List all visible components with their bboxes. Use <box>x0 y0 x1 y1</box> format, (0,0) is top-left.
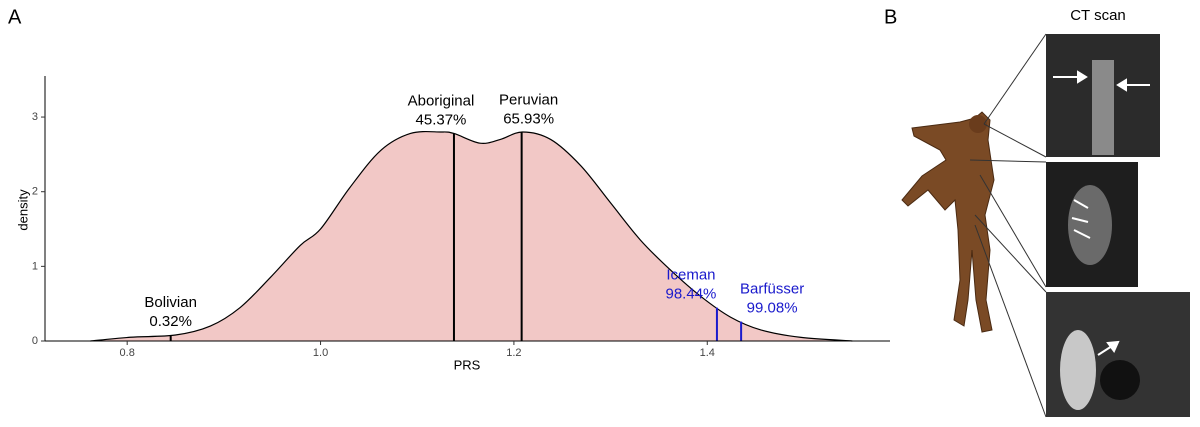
marker-name: Aboriginal <box>408 92 475 109</box>
marker-name: Bolivian <box>144 294 197 311</box>
marker-percentile: 99.08% <box>747 300 798 317</box>
marker-name: Peruvian <box>499 91 558 108</box>
x-tick-label: 1.4 <box>700 347 715 359</box>
y-tick-label: 0 <box>32 335 38 347</box>
y-tick-label: 1 <box>32 260 38 272</box>
x-axis-label: PRS <box>454 357 481 372</box>
x-tick-label: 1.0 <box>313 347 328 359</box>
marker-percentile: 65.93% <box>503 110 554 127</box>
marker-name: Iceman <box>666 267 715 284</box>
ct-title: CT scan <box>1070 7 1126 24</box>
x-tick-label: 1.2 <box>506 347 521 359</box>
marker-percentile: 45.37% <box>416 111 467 128</box>
ct-connectors <box>969 33 1047 418</box>
y-tick-label: 2 <box>32 186 38 198</box>
density-area <box>90 130 853 342</box>
y-tick-label: 3 <box>32 111 38 123</box>
marker-name: Barfüsser <box>740 281 804 298</box>
x-tick-label: 0.8 <box>120 347 135 359</box>
panel-label: A <box>8 6 22 28</box>
y-axis-label: density <box>15 189 30 231</box>
marker-percentile: 98.44% <box>666 286 717 303</box>
ct-images <box>1046 34 1190 417</box>
mummy-illustration <box>901 111 995 333</box>
panel-label: B <box>884 6 897 28</box>
marker-percentile: 0.32% <box>149 313 192 330</box>
